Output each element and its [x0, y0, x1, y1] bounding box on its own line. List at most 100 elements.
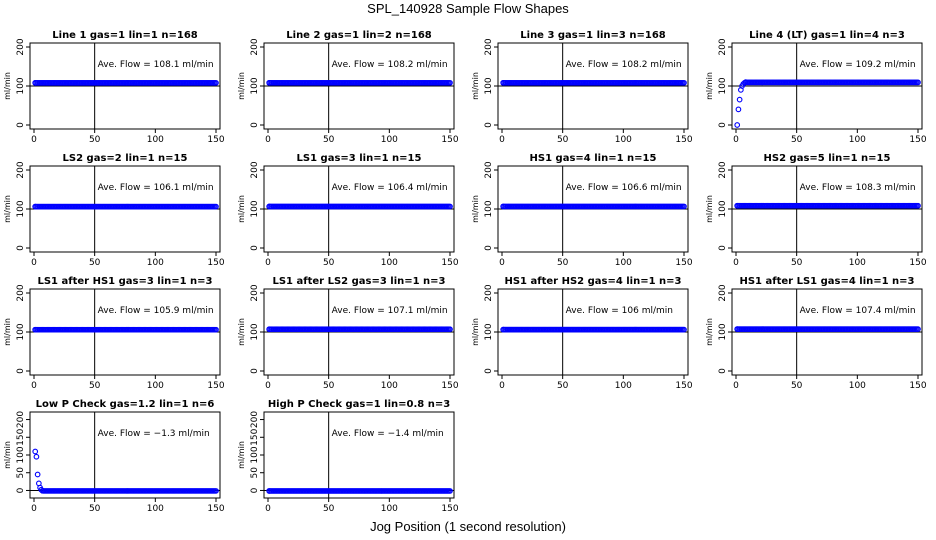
- y-axis-label: ml/min: [705, 195, 714, 223]
- y-axis-label: ml/min: [471, 72, 480, 100]
- data-point: [447, 326, 453, 333]
- y-tick-label: 0: [250, 245, 260, 251]
- y-tick-label: 200: [484, 284, 494, 301]
- x-tick-label: 0: [499, 135, 505, 145]
- y-tick-label: 200: [250, 284, 260, 301]
- panel-title: Line 3 gas=1 lin=3 n=168: [520, 30, 666, 41]
- panel-9: LS1 after HS1 gas=3 lin=1 n=3 ml/min 0 50 10…: [3, 276, 225, 391]
- x-tick-label: 0: [265, 381, 271, 391]
- data-point: [736, 96, 743, 103]
- panel-13: Low P Check gas=1.2 lin=1 n=6 ml/min 0 50 10…: [3, 399, 225, 514]
- average-flow-annotation: Ave. Flow = 106.6 ml/min: [566, 183, 682, 193]
- data-point: [681, 326, 687, 333]
- x-tick-label: 50: [557, 381, 569, 391]
- y-tick-label: 100: [718, 200, 728, 217]
- panel-title: Line 2 gas=1 lin=2 n=168: [286, 30, 432, 41]
- y-tick-label: 50: [250, 467, 260, 479]
- panel-11: HS1 after HS2 gas=4 lin=1 n=3 ml/min 0 50 10…: [471, 276, 693, 391]
- y-axis-label: ml/min: [237, 195, 246, 223]
- x-tick-label: 100: [147, 381, 164, 391]
- plot-frame: [263, 411, 455, 499]
- y-tick-label: 200: [250, 411, 260, 428]
- y-tick-label: 200: [16, 284, 26, 301]
- average-flow-annotation: Ave. Flow = 106 ml/min: [566, 306, 673, 316]
- panel-1: Line 1 gas=1 lin=1 n=168 ml/min 0 50 100 150 0…: [3, 30, 225, 145]
- panel-title: LS1 after LS2 gas=3 lin=1 n=3: [272, 276, 445, 287]
- panel-5: LS2 gas=2 lin=1 n=15 ml/min 0 50 100 150 0 100 2…: [3, 153, 225, 268]
- average-flow-annotation: Ave. Flow = 107.1 ml/min: [332, 306, 448, 316]
- x-tick-label: 0: [733, 135, 739, 145]
- y-tick-label: 100: [250, 446, 260, 463]
- panel-title: LS1 gas=3 lin=1 n=15: [297, 153, 422, 164]
- x-tick-label: 50: [89, 258, 101, 268]
- panel-6: LS1 gas=3 lin=1 n=15 ml/min 0 50 100 150 0 100 2…: [237, 153, 459, 268]
- x-tick-label: 150: [207, 381, 224, 391]
- y-tick-label: 100: [250, 200, 260, 217]
- y-tick-label: 0: [484, 122, 494, 128]
- panel-title: LS2 gas=2 lin=1 n=15: [63, 153, 188, 164]
- average-flow-annotation: Ave. Flow = 108.2 ml/min: [332, 60, 448, 70]
- data-point: [681, 79, 687, 86]
- x-tick-label: 150: [441, 135, 458, 145]
- panel-title: Low P Check gas=1.2 lin=1 n=6: [36, 399, 215, 410]
- data-point: [447, 488, 453, 494]
- panel-title: Line 4 (LT) gas=1 lin=4 n=3: [749, 30, 905, 41]
- x-tick-label: 50: [323, 135, 335, 145]
- y-tick-label: 150: [250, 428, 260, 445]
- average-flow-annotation: Ave. Flow = 108.1 ml/min: [98, 60, 214, 70]
- y-axis-label: ml/min: [237, 72, 246, 100]
- y-tick-label: 200: [16, 38, 26, 55]
- x-tick-label: 100: [381, 135, 398, 145]
- x-tick-label: 0: [265, 258, 271, 268]
- x-tick-label: 100: [849, 135, 866, 145]
- panel-title: HS1 after LS1 gas=4 lin=1 n=3: [739, 276, 914, 287]
- figure-x-label: Jog Position (1 second resolution): [370, 519, 566, 534]
- y-tick-label: 100: [718, 77, 728, 94]
- y-tick-label: 100: [16, 323, 26, 340]
- plot-frame: [29, 411, 221, 499]
- data-point: [915, 202, 921, 209]
- y-tick-label: 0: [718, 368, 728, 374]
- data-point: [34, 471, 41, 478]
- y-axis-label: ml/min: [237, 318, 246, 346]
- average-flow-annotation: Ave. Flow = 108.3 ml/min: [800, 183, 916, 193]
- y-tick-label: 0: [718, 122, 728, 128]
- x-tick-label: 100: [381, 504, 398, 514]
- y-axis-label: ml/min: [3, 72, 12, 100]
- panel-title: LS1 after HS1 gas=3 lin=1 n=3: [37, 276, 212, 287]
- y-tick-label: 50: [16, 467, 26, 479]
- average-flow-annotation: Ave. Flow = 107.4 ml/min: [800, 306, 916, 316]
- x-tick-label: 150: [207, 135, 224, 145]
- y-axis-label: ml/min: [471, 318, 480, 346]
- x-tick-label: 0: [31, 504, 37, 514]
- y-tick-label: 0: [16, 245, 26, 251]
- x-tick-label: 100: [615, 258, 632, 268]
- x-tick-label: 100: [849, 258, 866, 268]
- data-point: [681, 203, 687, 210]
- panel-12: HS1 after LS1 gas=4 lin=1 n=3 ml/min 0 50 10…: [705, 276, 927, 391]
- y-tick-label: 100: [484, 323, 494, 340]
- x-tick-label: 50: [557, 135, 569, 145]
- figure-title: SPL_140928 Sample Flow Shapes: [367, 1, 569, 16]
- y-axis-label: ml/min: [705, 318, 714, 346]
- y-tick-label: 200: [718, 161, 728, 178]
- y-tick-label: 200: [16, 161, 26, 178]
- average-flow-annotation: Ave. Flow = 105.9 ml/min: [98, 306, 214, 316]
- y-axis-label: ml/min: [3, 195, 12, 223]
- x-tick-label: 0: [31, 135, 37, 145]
- data-point: [213, 203, 219, 210]
- y-tick-label: 100: [250, 323, 260, 340]
- x-tick-label: 150: [207, 504, 224, 514]
- y-tick-label: 0: [250, 122, 260, 128]
- panel-4: Line 4 (LT) gas=1 lin=4 n=3 ml/min 0 50 100 1…: [705, 30, 927, 145]
- data-point: [213, 488, 219, 494]
- y-tick-label: 100: [484, 200, 494, 217]
- x-tick-label: 0: [733, 381, 739, 391]
- y-tick-label: 0: [250, 487, 260, 493]
- y-tick-label: 0: [484, 368, 494, 374]
- average-flow-annotation: Ave. Flow = 109.2 ml/min: [800, 60, 916, 70]
- average-flow-annotation: Ave. Flow = 106.4 ml/min: [332, 183, 448, 193]
- x-tick-label: 0: [733, 258, 739, 268]
- x-tick-label: 150: [675, 135, 692, 145]
- panel-8: HS2 gas=5 lin=1 n=15 ml/min 0 50 100 150 0 100 2…: [705, 153, 927, 268]
